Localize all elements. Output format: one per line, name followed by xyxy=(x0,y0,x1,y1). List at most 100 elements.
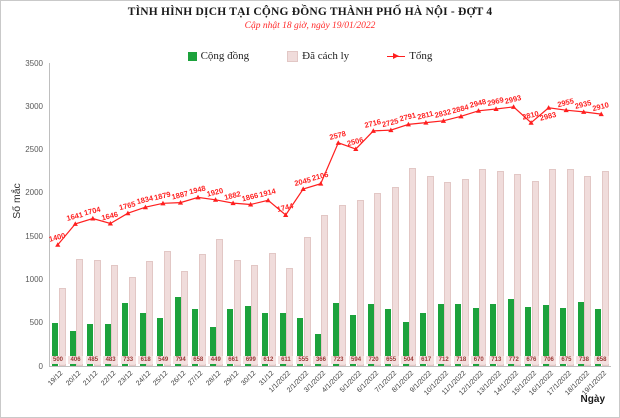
bar-quarantined xyxy=(374,193,382,366)
chart-column: 676 xyxy=(523,63,541,366)
total-line xyxy=(57,106,602,246)
total-line-marker xyxy=(475,108,482,113)
total-line-marker xyxy=(370,128,376,133)
line-point-label: 2506 xyxy=(346,135,364,148)
total-line-marker xyxy=(265,197,271,203)
line-point-label: 2948 xyxy=(469,97,487,110)
chart-column: 366 xyxy=(313,63,331,366)
bar-community xyxy=(244,305,251,366)
x-tick-label: 22/12 xyxy=(99,370,118,388)
bar-community xyxy=(367,303,374,366)
y-tick-label: 1500 xyxy=(25,231,43,241)
bar-value-label: 720 xyxy=(366,356,382,364)
total-line-marker xyxy=(142,204,149,210)
bar-value-label: 738 xyxy=(576,356,592,364)
total-line-marker xyxy=(160,200,166,206)
chart-title: TÌNH HÌNH DỊCH TẠI CỘNG ĐỒNG THÀNH PHỐ H… xyxy=(127,6,493,18)
bar-quarantined xyxy=(181,271,189,366)
total-line-marker xyxy=(230,200,236,206)
x-tick-label: 19/12 xyxy=(47,370,65,388)
line-point-label: 2884 xyxy=(451,102,470,115)
chart-column: 483 xyxy=(103,63,121,366)
legend-label: Tổng xyxy=(409,50,433,62)
line-point-label: 1914 xyxy=(258,186,277,199)
chart-column: 772 xyxy=(506,63,524,366)
bar-quarantined xyxy=(426,176,434,366)
line-point-label: 1879 xyxy=(153,190,171,203)
bar-value-label: 612 xyxy=(260,356,276,364)
bar-value-label: 449 xyxy=(208,356,224,364)
bar-value-label: 483 xyxy=(103,356,119,364)
chart-column: 449 xyxy=(208,63,226,366)
chart-column: 500 xyxy=(50,63,68,366)
chart-column: 485 xyxy=(85,63,103,366)
bar-value-label: 504 xyxy=(401,356,417,364)
chart-column: 617 xyxy=(418,63,436,366)
bar-community xyxy=(437,304,444,366)
bar-value-label: 712 xyxy=(436,356,452,364)
bar-quarantined xyxy=(339,205,346,366)
green-square-icon xyxy=(187,51,197,61)
line-point-label: 2993 xyxy=(504,93,522,106)
chart-column: 406 xyxy=(68,63,86,366)
total-line-marker xyxy=(581,109,587,114)
total-line-marker xyxy=(318,181,324,186)
y-tick-label: 3500 xyxy=(25,58,43,68)
bar-community xyxy=(525,307,532,366)
x-tick-label: 26/12 xyxy=(170,370,188,388)
chart-column: 658 xyxy=(593,63,611,366)
chart-column: 733 xyxy=(120,63,138,366)
bar-value-label: 617 xyxy=(418,356,434,364)
line-point-label: 2578 xyxy=(328,129,346,142)
chart-column: 713 xyxy=(488,63,506,366)
total-line-marker xyxy=(125,210,131,216)
bar-quarantined xyxy=(93,260,101,366)
bar-quarantined xyxy=(549,168,557,366)
bar-community xyxy=(69,330,76,366)
bar-community xyxy=(332,303,339,366)
total-line-marker xyxy=(107,220,113,226)
line-point-label: 1887 xyxy=(171,189,189,202)
total-line-marker xyxy=(423,120,429,125)
x-tick-label: 21/12 xyxy=(82,370,100,388)
bar-quarantined xyxy=(233,260,241,366)
legend-item-cong-dong: Cộng đồng xyxy=(187,50,250,62)
total-line-marker xyxy=(72,221,78,226)
bar-value-label: 706 xyxy=(541,356,557,364)
total-line-marker xyxy=(405,121,411,127)
chart-column: 655 xyxy=(383,63,401,366)
x-tick-label: 27/12 xyxy=(187,370,205,388)
chart-column: 720 xyxy=(366,63,384,366)
bar-quarantined xyxy=(146,260,154,366)
bar-quarantined xyxy=(216,238,224,366)
total-line-marker xyxy=(493,106,499,111)
legend-label: Cộng đồng xyxy=(200,50,250,62)
line-point-label: 2969 xyxy=(486,95,504,108)
bar-community xyxy=(192,309,199,366)
total-line-marker xyxy=(283,212,289,218)
bar-value-label: 366 xyxy=(313,356,329,364)
bar-community xyxy=(507,299,514,366)
bar-community xyxy=(174,297,181,366)
bar-value-label: 723 xyxy=(331,356,346,364)
bar-community xyxy=(490,304,497,366)
bar-community xyxy=(52,322,58,366)
bar-quarantined xyxy=(268,253,276,366)
bar-community xyxy=(209,327,216,366)
bar-value-label: 676 xyxy=(523,356,539,364)
legend-item-da-cach-ly: Đã cách ly xyxy=(287,50,349,62)
bar-community xyxy=(455,303,462,366)
chart-column: 718 xyxy=(453,63,471,366)
bar-quarantined xyxy=(321,215,329,366)
chart-column: 670 xyxy=(471,63,489,366)
line-point-label: 2910 xyxy=(591,100,609,113)
bar-community xyxy=(577,302,584,366)
line-point-label: 1920 xyxy=(206,186,224,199)
chart-column: 675 xyxy=(558,63,576,366)
bar-quarantined xyxy=(584,175,592,366)
total-line-marker xyxy=(195,194,201,200)
chart-column: 699 xyxy=(243,63,261,366)
line-point-label: 1704 xyxy=(83,204,102,217)
bar-community xyxy=(314,334,321,366)
